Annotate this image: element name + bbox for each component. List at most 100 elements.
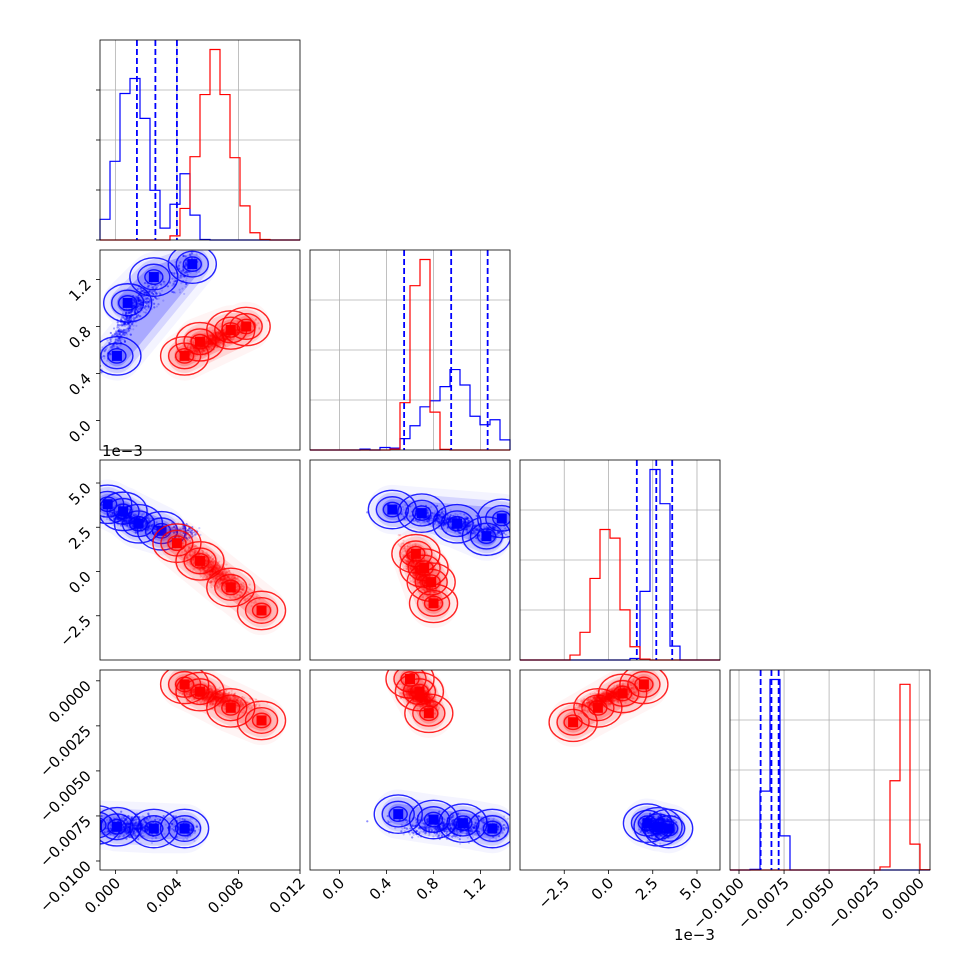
contour-line-blue (375, 496, 510, 550)
density-peak-blue (148, 823, 159, 834)
density-peak-red (426, 577, 437, 588)
density-peak-blue (496, 513, 507, 524)
x-tick-label: 0.008 (204, 874, 247, 917)
panel-frame (729, 669, 931, 871)
panel-frame (519, 669, 721, 871)
density-peak-red (405, 674, 415, 685)
panel-3-2 (520, 670, 720, 870)
contour-line-blue (382, 501, 510, 545)
panel-frame (99, 669, 301, 871)
density-blue (387, 803, 503, 840)
x-tick-label: 0.0 (588, 874, 618, 904)
pair-3-1 (366, 670, 510, 854)
contour-line-blue (107, 256, 203, 364)
density-peak-red (225, 582, 236, 593)
density-peak-red (179, 350, 190, 361)
pair-1-0 (100, 250, 271, 381)
density-peak-blue (457, 818, 468, 829)
density-peak-red (419, 562, 430, 573)
density-peak-red (241, 321, 252, 332)
density-peak-blue (133, 518, 144, 529)
contour-line-red (391, 533, 459, 624)
density-peak-red (171, 538, 182, 549)
y-tick-label: 1.2 (65, 276, 95, 306)
panel-3-3 (730, 670, 930, 870)
density-red (174, 673, 272, 731)
density-peak-blue (148, 272, 159, 283)
y-tick-label: 0.0000 (45, 677, 95, 727)
y-axis-1: 0.0 0.4 0.8 1.2 (65, 276, 100, 447)
contour-line-red (399, 540, 451, 617)
density-peak-red (195, 686, 205, 697)
contour-line-red (548, 670, 669, 743)
y-tick-label: 0.0 (65, 417, 95, 447)
density-red (167, 670, 279, 738)
density-peak-blue (387, 504, 398, 515)
density-blue (106, 253, 203, 367)
density-peak-red (638, 679, 649, 690)
contour-line-blue (100, 805, 210, 849)
contour-line-blue (100, 250, 210, 370)
contour-line-red (152, 523, 287, 631)
density-blue (100, 250, 210, 373)
x-tick-label: 2.5 (632, 874, 662, 904)
contour-line-red (167, 670, 279, 734)
contour-line-red (556, 670, 661, 736)
panel-1-0 (100, 250, 300, 450)
y-tick-label: 0.4 (65, 370, 95, 400)
y-tick-label: 0.8 (65, 323, 95, 353)
density-peak-red (410, 548, 421, 559)
density-peak-red (414, 686, 425, 697)
panel-3-0 (100, 670, 300, 870)
pair-3-2 (548, 670, 694, 854)
contour-line-blue (100, 490, 179, 545)
contour-line-blue (381, 800, 510, 843)
panel-frame (309, 459, 511, 661)
x-offset-label: 1e−3 (674, 926, 715, 944)
x-tick-label: 0.0 (319, 874, 349, 904)
density-peak-blue (118, 506, 129, 517)
pair-2-0 (100, 479, 287, 636)
contour-line-red (174, 318, 256, 364)
y-axis-2: −2.5 0.0 2.5 5.0 (56, 479, 100, 650)
density-peak-blue (187, 259, 198, 270)
x-tick-label: 0.012 (266, 874, 309, 917)
contour-line-blue (100, 817, 195, 837)
density-peak-red (225, 702, 236, 713)
density-peak-blue (416, 508, 427, 519)
x-tick-label: 5.0 (676, 874, 706, 904)
density-peak-red (195, 555, 205, 566)
contour-line-red (159, 670, 287, 741)
contour-line-red (160, 529, 279, 624)
panel-frame (99, 459, 301, 661)
histogram-blue (310, 368, 511, 451)
panel-frame (309, 669, 511, 871)
density-peak-red (423, 708, 434, 719)
density-peak-red (225, 325, 236, 335)
panel-3-1 (310, 670, 510, 870)
contour-line-blue (100, 811, 202, 843)
density-peak-blue (122, 297, 133, 308)
pair-2-1 (366, 484, 510, 629)
density-red (159, 670, 287, 746)
density-peak-blue (642, 818, 653, 829)
x-axis-0: 0.000 0.004 0.008 0.012 (81, 870, 309, 917)
x-tick-label: 0.004 (143, 874, 186, 917)
density-blue (100, 250, 218, 381)
contour-line-blue (388, 806, 503, 837)
density-peak-blue (102, 499, 113, 510)
contour-line-red (167, 535, 272, 619)
density-peak-blue (653, 821, 664, 832)
y-offset-label: 1e−3 (102, 442, 143, 460)
x-tick-label: 0.8 (413, 874, 443, 904)
density-peak-red (428, 598, 439, 609)
x-tick-label: 0.4 (366, 874, 396, 904)
density-peak-red (568, 717, 579, 728)
panel-frame (519, 459, 721, 661)
contour-line-blue (100, 250, 218, 376)
density-peak-blue (156, 525, 167, 536)
x-tick-label: 0.0000 (878, 874, 928, 924)
density-peak-red (256, 605, 267, 616)
